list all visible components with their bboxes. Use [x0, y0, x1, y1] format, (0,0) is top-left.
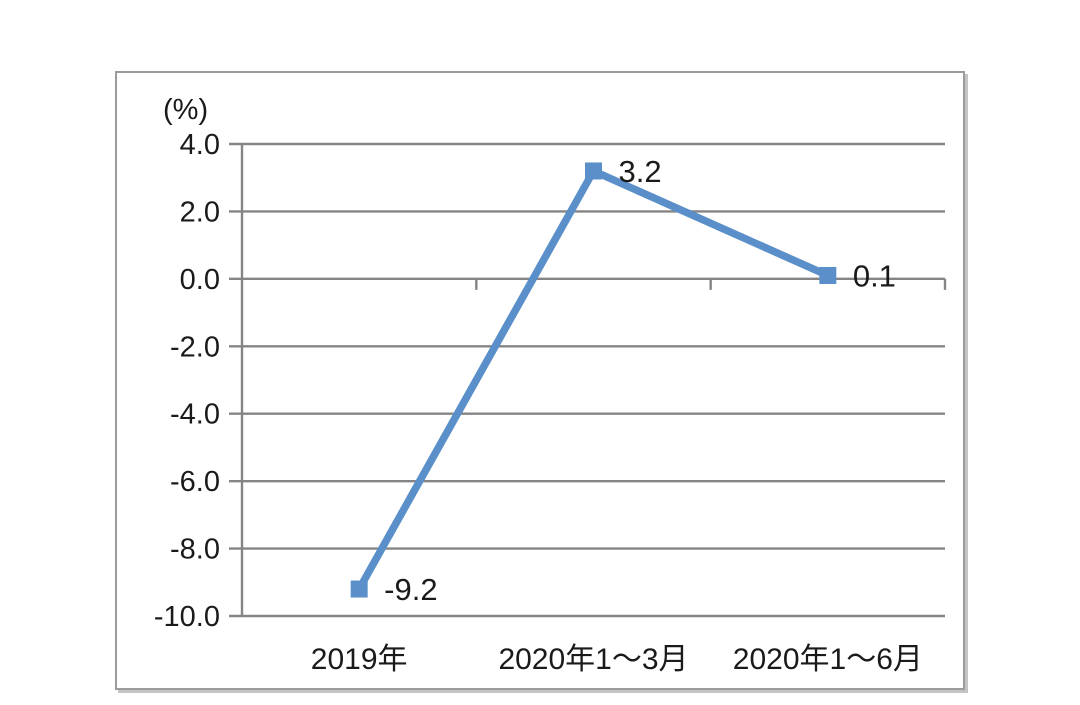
x-tick-label: 2019年 — [311, 643, 408, 676]
y-tick-label: 2.0 — [180, 196, 220, 228]
y-tick-label: -8.0 — [170, 534, 220, 566]
data-label: -9.2 — [384, 572, 437, 607]
data-label: 3.2 — [619, 154, 662, 189]
y-tick-label: -4.0 — [170, 399, 220, 431]
y-tick-label: -10.0 — [154, 601, 220, 633]
y-tick-label: 4.0 — [180, 129, 220, 161]
data-point-marker — [585, 162, 602, 180]
y-axis-unit-label: (%) — [163, 94, 208, 126]
x-tick-label: 2020年1～6月 — [733, 643, 923, 676]
data-point-marker — [819, 266, 837, 284]
data-point-marker — [350, 580, 368, 598]
y-tick-label: -6.0 — [170, 466, 220, 498]
x-tick-label: 2020年1～3月 — [498, 643, 688, 676]
y-tick-label: -2.0 — [170, 331, 220, 363]
data-label: 0.1 — [853, 258, 896, 293]
chart-border-frame — [115, 71, 965, 690]
data-line — [355, 166, 830, 591]
y-tick-label: 0.0 — [180, 264, 220, 296]
